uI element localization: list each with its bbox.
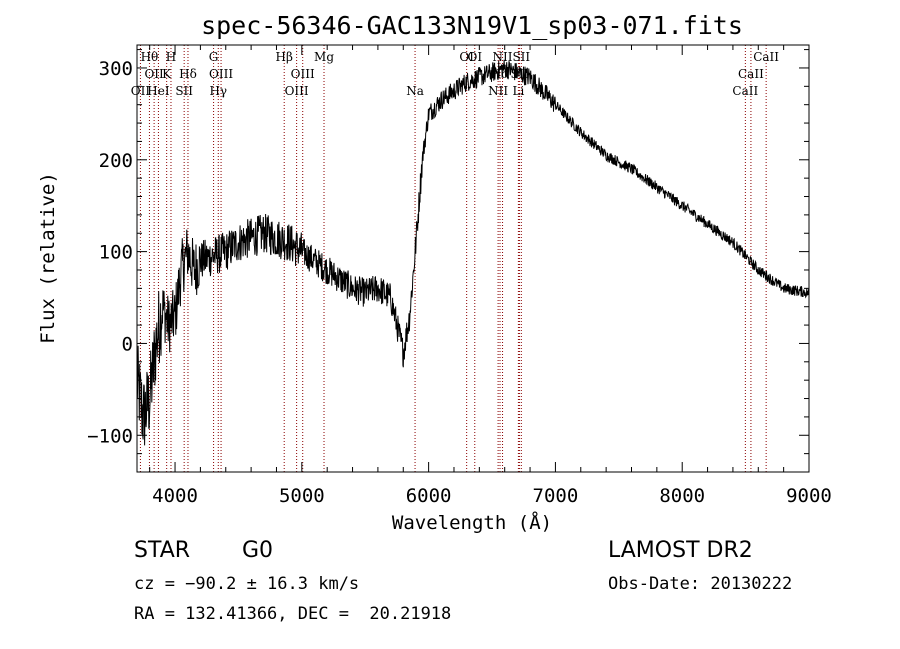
radec-text: RA = 132.41366, DEC = 20.21918 [134,604,452,624]
line-label: SII [511,67,529,81]
x-tick-label: 8000 [659,485,705,507]
line-label: CaII [732,84,758,98]
line-label: OII [131,84,151,98]
line-label: OIII [291,67,315,81]
line-label: OIII [209,67,233,81]
axis-ticks: 4000 5000 6000 7000 8000 9000 −100 0 100 200 300 [87,45,832,507]
x-tick-label: 7000 [533,485,579,507]
line-label: OII [144,67,164,81]
x-tick-label: 9000 [786,485,832,507]
line-label: NII [493,50,513,64]
redshift-text: cz = −90.2 ± 16.3 km/s [134,574,360,594]
plot-frame [136,44,810,473]
line-labels: OIIHθOIIHeIKHSIIHδGHγOIIIHβOIIIOIIIMgNaO… [131,50,780,98]
y-axis-label: Flux (relative) [37,172,59,344]
line-label: Mg [314,50,334,64]
line-label: HeI [147,84,170,98]
line-label: OIII [285,84,309,98]
chart-title: spec-56346-GAC133N19V1_sp03-071.fits [201,11,743,40]
spectrum-layer [136,59,810,446]
x-axis-label: Wavelength (Å) [392,511,552,534]
y-tick-label: 200 [99,150,133,172]
line-label: Hβ [276,50,293,64]
line-label: OI [467,50,482,64]
line-label: SII [512,50,530,64]
line-label: G [209,50,219,64]
line-label: H [166,50,176,64]
line-label: K [162,67,172,81]
y-tick-label: 300 [99,58,133,80]
object-class: STAR [134,538,191,563]
object-subclass: G0 [242,538,274,563]
y-tick-label: 0 [122,333,133,355]
obs-date-text: Obs-Date: 20130222 [608,574,793,594]
survey-name: LAMOST DR2 [608,538,753,563]
line-label: SII [175,84,193,98]
line-label: Na [406,84,424,98]
line-label: CaII [753,50,779,64]
line-markers [139,45,767,472]
line-label: Hθ [141,50,159,64]
y-tick-label: −100 [87,425,133,447]
line-label: Li [512,84,524,98]
line-label: NII [488,84,508,98]
x-tick-label: 4000 [152,485,198,507]
line-label: OI [459,50,474,64]
line-label: Hα [491,67,510,81]
line-label: Hγ [209,84,227,98]
spectrum-series [136,59,810,446]
y-tick-label: 100 [99,242,133,264]
x-tick-label: 6000 [406,485,452,507]
line-label: Hδ [179,67,197,81]
x-tick-label: 5000 [279,485,325,507]
line-label: CaII [738,67,764,81]
